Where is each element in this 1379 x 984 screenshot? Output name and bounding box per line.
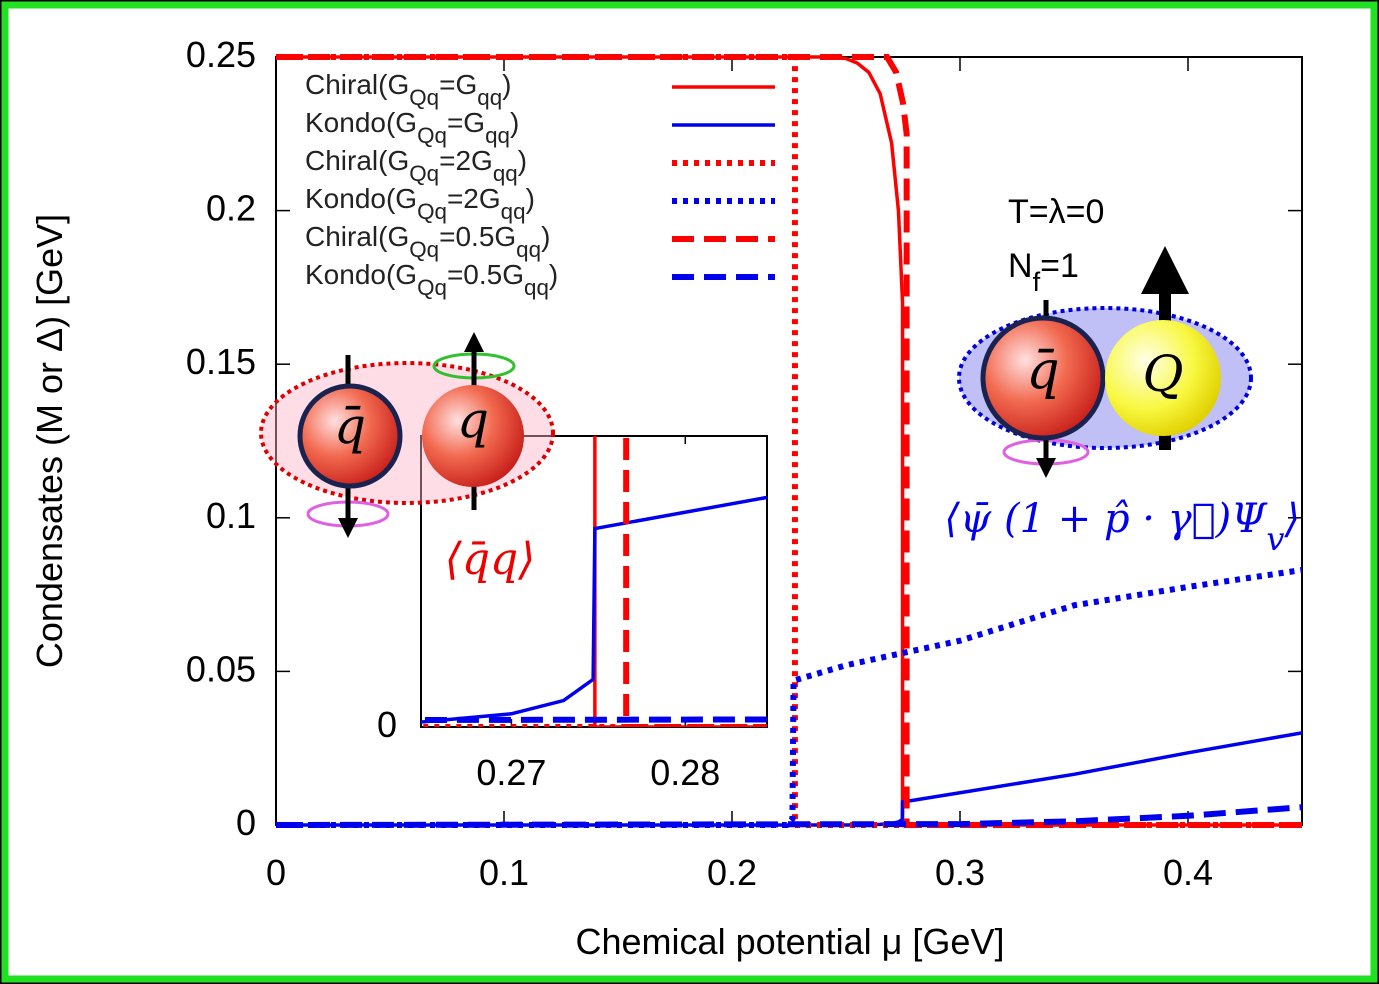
x-tick-label: 0.1 [479,852,529,893]
x-tick-label: 0.2 [707,852,757,893]
y-tick-label: 0.05 [186,648,256,689]
x-tick-label: 0.27 [476,752,546,793]
y-tick-label: 0.25 [186,34,256,75]
page: {"chart_data": [ {"type": "line", "x_lab… [0,0,1379,984]
y-axis-title: Condensates (M or Δ) [GeV] [29,214,70,668]
y-tick-label: 0.2 [206,187,256,228]
chart: 0 0.1 0.2 0.3 0.4 0 0.05 0.1 0.15 0.2 0.25 Chemical… [0,0,1379,984]
y-tick-label: 0.15 [186,341,256,382]
annotation: q̄ [1026,341,1059,401]
annotation: ⟨q̄q⟩ [445,534,536,585]
x-tick-label: 0.28 [650,752,720,793]
y-tick-label: 0.1 [206,494,256,535]
x-axis-title: Chemical potential μ [GeV] [576,921,1005,962]
x-tick-label: 0.3 [935,852,985,893]
annotation: q̄ [334,397,366,455]
x-tick-label: 0 [266,852,286,893]
annotation: q [457,391,489,449]
annotation: Q [1143,345,1184,403]
y-tick-label: 0 [377,704,397,745]
y-tick-label: 0 [236,802,256,843]
annotation: T=λ=0 [1008,193,1104,231]
x-tick-label: 0.4 [1163,852,1213,893]
